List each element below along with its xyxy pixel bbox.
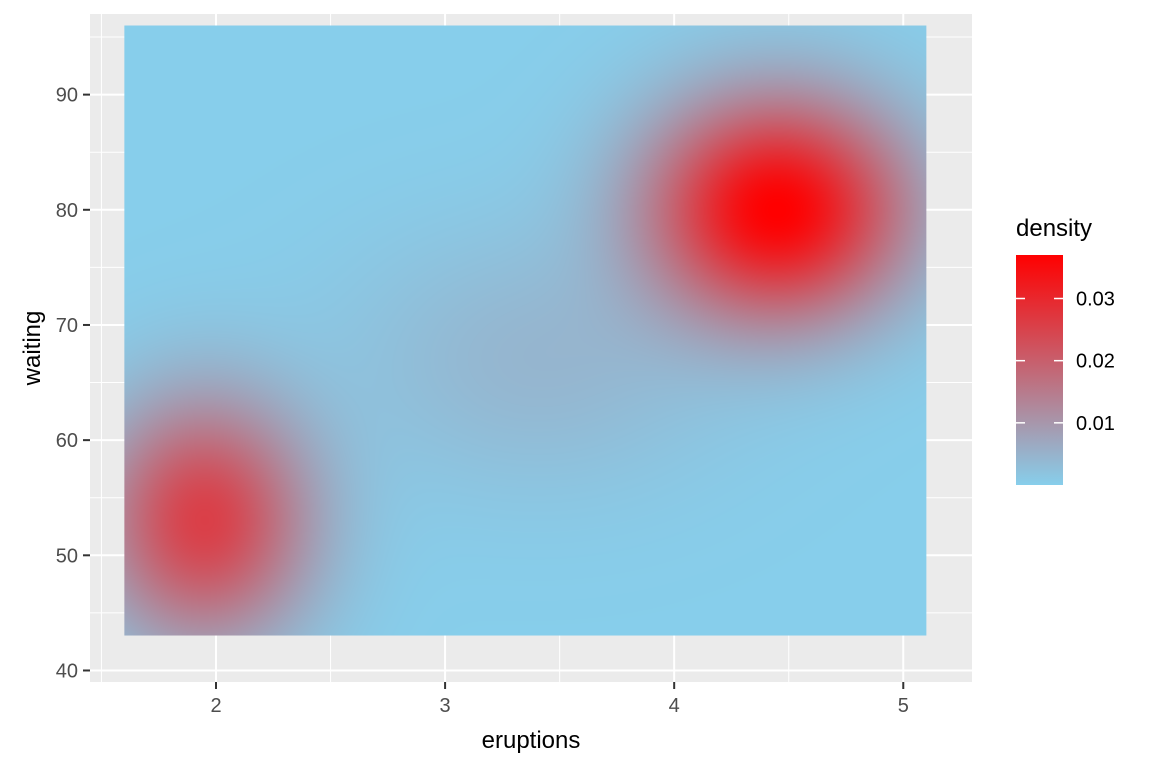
x-tick-label: 4 [669,695,680,717]
legend-label: 0.03 [1076,289,1115,311]
y-tick-label: 90 [56,85,78,107]
y-axis: 40 50 60 70 80 90 [56,85,90,682]
legend-label: 0.02 [1076,351,1115,373]
x-axis-title: eruptions [482,727,581,754]
legend-title: density [1016,215,1092,242]
y-tick-label: 50 [56,545,78,567]
y-tick-label: 60 [56,430,78,452]
legend-colorbar [1016,255,1063,485]
x-axis: 2 3 4 5 [210,682,909,717]
density-raster [124,25,927,636]
y-axis-title: waiting [19,311,46,387]
y-tick-label: 70 [56,315,78,337]
legend-label: 0.01 [1076,413,1115,435]
x-tick-label: 5 [898,695,909,717]
x-tick-label: 3 [440,695,451,717]
y-tick-label: 40 [56,660,78,682]
y-tick-label: 80 [56,200,78,222]
x-tick-label: 2 [210,695,221,717]
legend: density 0.01 0.02 0.03 [1016,215,1115,485]
legend-ticks: 0.01 0.02 0.03 [1016,289,1115,435]
